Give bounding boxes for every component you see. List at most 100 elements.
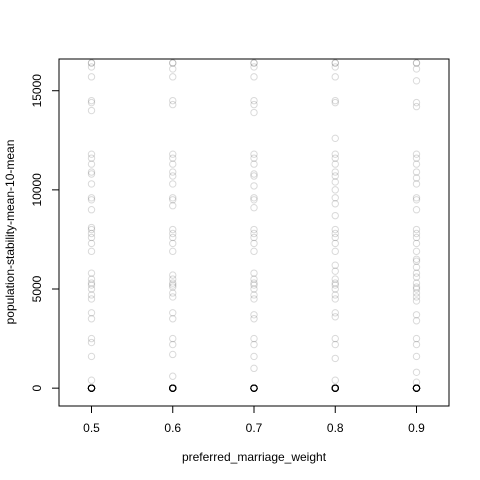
data-point xyxy=(412,384,421,392)
data-point xyxy=(250,384,258,392)
data-point xyxy=(250,384,258,392)
data-point xyxy=(331,384,339,392)
data-point xyxy=(250,384,258,392)
data-point xyxy=(331,334,339,343)
data-point xyxy=(169,384,177,392)
data-point xyxy=(331,384,339,392)
data-point xyxy=(331,247,339,256)
data-point xyxy=(412,102,421,111)
data-point xyxy=(87,225,96,234)
data-point xyxy=(412,334,421,343)
data-point xyxy=(250,100,258,109)
data-point xyxy=(169,384,177,392)
data-point xyxy=(87,384,96,392)
y-tick-label: 0 xyxy=(30,384,44,391)
data-point xyxy=(169,384,177,392)
data-point xyxy=(87,154,96,162)
data-point xyxy=(169,372,177,380)
data-point xyxy=(250,384,258,392)
data-point xyxy=(412,352,421,361)
data-point xyxy=(87,384,96,392)
data-point xyxy=(169,225,177,234)
data-point xyxy=(412,98,421,107)
data-point xyxy=(169,384,177,392)
data-point xyxy=(412,225,421,234)
data-point xyxy=(250,311,258,319)
data-point xyxy=(412,384,421,392)
data-point xyxy=(87,352,96,361)
data-point xyxy=(87,291,96,299)
data-point xyxy=(87,233,96,242)
data-point xyxy=(412,289,421,297)
data-point xyxy=(331,384,339,392)
data-point xyxy=(169,293,177,301)
data-point xyxy=(412,273,421,281)
data-point xyxy=(87,194,96,202)
x-tick-label: 0.9 xyxy=(408,421,425,435)
data-point xyxy=(250,229,258,238)
data-point xyxy=(250,384,258,392)
data-point xyxy=(87,384,96,392)
data-point xyxy=(169,239,177,248)
y-tick-label: 5000 xyxy=(30,275,44,302)
data-point xyxy=(169,172,177,180)
data-point xyxy=(331,200,339,208)
data-point xyxy=(331,384,339,392)
data-point xyxy=(412,384,421,392)
data-point xyxy=(412,384,421,392)
data-point xyxy=(412,384,421,392)
data-point xyxy=(331,384,339,392)
data-point xyxy=(331,239,339,248)
data-point xyxy=(331,309,339,317)
data-point xyxy=(87,229,96,238)
data-point xyxy=(412,378,421,386)
data-point xyxy=(87,150,96,158)
data-point xyxy=(87,384,96,392)
data-point xyxy=(87,384,96,392)
data-point xyxy=(331,384,339,392)
data-point xyxy=(412,384,421,392)
data-point xyxy=(331,384,339,392)
data-point xyxy=(412,384,421,392)
data-point xyxy=(169,96,177,105)
data-point xyxy=(169,334,177,343)
x-tick-label: 0.5 xyxy=(83,421,100,435)
data-point xyxy=(250,364,258,373)
data-point xyxy=(250,269,258,277)
data-point xyxy=(412,257,421,265)
points-layer xyxy=(87,59,421,392)
data-point xyxy=(250,384,258,392)
data-point xyxy=(87,384,96,392)
data-point xyxy=(331,384,339,392)
data-point xyxy=(412,384,421,392)
data-point xyxy=(169,315,177,323)
data-point xyxy=(331,313,339,321)
data-point xyxy=(250,384,258,392)
data-point xyxy=(331,172,339,180)
data-point xyxy=(412,384,421,392)
data-point xyxy=(250,239,258,248)
data-point xyxy=(87,384,96,392)
data-point xyxy=(87,269,96,277)
data-point xyxy=(87,384,96,392)
data-point xyxy=(250,384,258,392)
data-point xyxy=(250,384,258,392)
data-point xyxy=(331,384,339,392)
data-point xyxy=(87,315,96,323)
data-point xyxy=(331,384,339,392)
data-point xyxy=(250,384,258,392)
data-point xyxy=(331,384,339,392)
data-point xyxy=(331,384,339,392)
data-point xyxy=(331,384,339,392)
data-point xyxy=(169,350,177,359)
data-point xyxy=(412,283,421,291)
data-point xyxy=(169,384,177,392)
data-point xyxy=(169,384,177,392)
data-point xyxy=(412,384,421,392)
data-point xyxy=(412,65,421,73)
data-point xyxy=(169,384,177,392)
data-point xyxy=(250,384,258,392)
data-point xyxy=(331,384,339,392)
data-point xyxy=(331,150,339,158)
data-point xyxy=(169,384,177,392)
